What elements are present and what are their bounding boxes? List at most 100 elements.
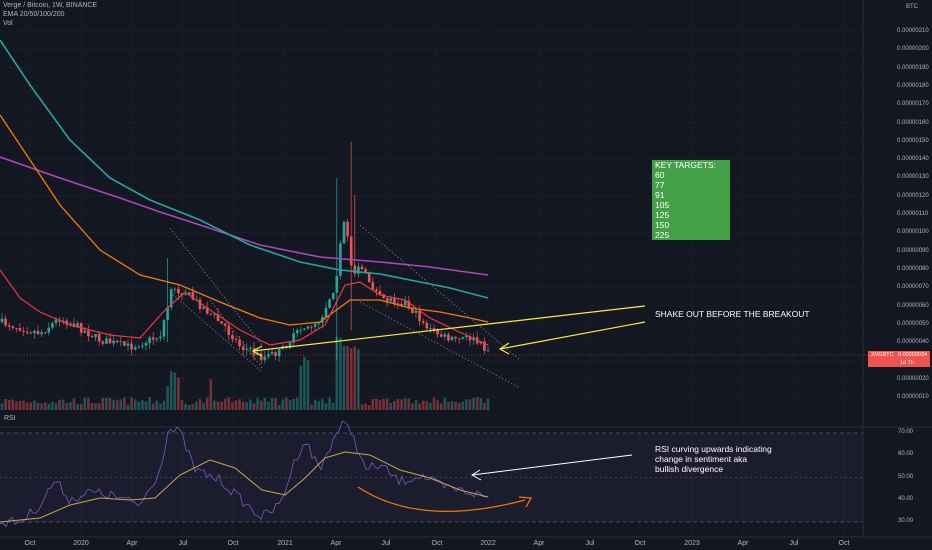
grid-lines — [0, 0, 863, 537]
candlesticks[interactable] — [0, 142, 490, 365]
divergence-arrow[interactable] — [357, 486, 532, 512]
target-value: 91 — [655, 190, 665, 200]
volume-bar — [69, 401, 72, 410]
price-tick: 0.00000090 — [897, 247, 929, 254]
rsi-note-line: change in sentiment aka — [655, 454, 748, 464]
volume-bar — [216, 401, 220, 410]
volume-bar — [25, 402, 29, 410]
price-tick: 0.00000050 — [897, 320, 929, 327]
curve-arrow[interactable] — [357, 486, 526, 512]
arrow-head — [518, 496, 532, 508]
shakeout-arrows[interactable] — [251, 305, 646, 357]
volume-bar — [403, 398, 407, 410]
candle-body — [353, 265, 357, 274]
channel-line[interactable] — [359, 224, 521, 361]
price-tick: 0.00000120 — [897, 192, 929, 199]
volume-bar — [54, 403, 58, 410]
time-tick: Jul — [381, 540, 391, 547]
candle-body — [191, 292, 195, 300]
volume-legend[interactable]: Vol — [3, 20, 13, 27]
volume-bar — [79, 403, 83, 410]
rsi-note-arrow[interactable] — [471, 454, 633, 481]
candle-body — [173, 288, 177, 290]
candle-body — [123, 341, 126, 346]
candle-body — [364, 269, 367, 273]
candle-body — [22, 330, 25, 332]
volume-bar — [123, 397, 126, 410]
channel-line[interactable] — [359, 301, 521, 389]
volume-bar — [317, 400, 321, 410]
candle-body — [292, 333, 295, 343]
candle-body — [155, 338, 159, 340]
price-tick: 0.00000110 — [897, 211, 929, 217]
price-tick: 0.00000130 — [897, 174, 929, 181]
arrow-line[interactable] — [471, 454, 633, 476]
rsi-tick: 60.00 — [898, 451, 914, 458]
volume-bar — [393, 401, 396, 410]
arrow-line[interactable] — [499, 321, 646, 350]
candle-body — [421, 321, 425, 323]
volume-bar — [72, 398, 76, 410]
candle-body — [220, 321, 223, 324]
candle-body — [0, 318, 4, 322]
candle-body — [205, 307, 209, 314]
candle-body — [126, 343, 130, 346]
time-tick: Apr — [737, 540, 749, 547]
candle-body — [115, 340, 119, 343]
volume-bar — [443, 398, 447, 410]
volume-bar — [407, 398, 411, 410]
price-tick: 0.00000020 — [897, 375, 929, 382]
volume-bar — [15, 401, 18, 410]
volume-bar — [234, 400, 238, 410]
price-tick: 0.00000140 — [897, 156, 929, 163]
volume-bar — [486, 398, 490, 410]
candle-body — [396, 303, 400, 305]
rsi-note-line: RSI curving upwards indicating — [655, 444, 772, 454]
candle-body — [461, 337, 465, 339]
volume-bar — [270, 397, 274, 410]
volume-bar — [475, 397, 479, 410]
volume-bar — [83, 397, 87, 410]
volume-bar — [7, 399, 11, 410]
candle-body — [274, 352, 277, 357]
candle-body — [454, 336, 457, 339]
volume-bar — [137, 401, 141, 410]
volume-bar — [331, 402, 335, 410]
candle-body — [198, 299, 202, 309]
volume-bar — [227, 397, 231, 410]
candle-body — [385, 297, 389, 302]
chart-title[interactable]: Verge / Bitcoin, 1W, BINANCE — [3, 2, 98, 9]
candle-body — [144, 343, 148, 346]
channel-line[interactable] — [169, 227, 263, 346]
candle-body — [425, 322, 429, 329]
rsi-note[interactable]: RSI curving upwards indicating change in… — [655, 444, 772, 474]
candle-body — [202, 307, 205, 309]
volume-bar — [18, 400, 22, 410]
volume-bar — [133, 399, 137, 410]
candle-body — [249, 347, 252, 349]
arrow-line[interactable] — [252, 305, 646, 352]
candle-body — [429, 328, 432, 329]
channel-line[interactable] — [169, 291, 263, 373]
target-value: 225 — [655, 230, 670, 240]
ema-legend[interactable]: EMA 20/50/100/200 — [3, 11, 65, 18]
volume-bar — [119, 399, 123, 410]
candle-body — [36, 330, 40, 335]
candle-body — [25, 331, 29, 333]
channel-line[interactable] — [209, 299, 263, 369]
candle-body — [357, 266, 360, 274]
bar-countdown: 1d 7h — [900, 360, 914, 366]
volume-bar — [461, 401, 465, 410]
volume-bar — [472, 397, 475, 410]
key-targets-box[interactable]: KEY TARGETS: 60 77 91 105 125 150 225 — [652, 160, 730, 240]
volume-bar — [151, 403, 155, 410]
price-tick: 0.00000180 — [897, 82, 929, 89]
volume-bar — [306, 360, 310, 410]
shakeout-note[interactable]: SHAKE OUT BEFORE THE BREAKOUT — [655, 309, 810, 319]
trend-channel-lines[interactable] — [169, 224, 521, 389]
price-tick: 0.00000170 — [897, 101, 929, 108]
rsi-legend[interactable]: RSI — [4, 415, 16, 422]
volume-bars — [0, 336, 490, 410]
candle-body — [141, 345, 144, 347]
